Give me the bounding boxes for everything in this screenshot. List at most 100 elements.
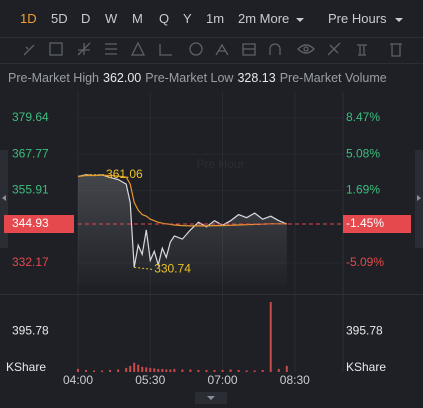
volume-bar: [157, 368, 160, 372]
stat-label: Pre-Market Low: [145, 71, 234, 85]
tab[interactable]: 1m: [206, 11, 225, 26]
marker-label: 330.74: [154, 262, 191, 276]
volume-bar: [133, 362, 136, 372]
y2-tick-label: 1.69%: [346, 183, 380, 197]
caret-icon: [395, 18, 403, 22]
volume-bar: [189, 369, 192, 372]
drawing-toolbar: [23, 41, 402, 57]
tool-icon[interactable]: [327, 42, 341, 56]
volume-bar: [141, 366, 144, 372]
tool-icon[interactable]: [77, 42, 91, 56]
tool-icon[interactable]: [269, 43, 281, 55]
volume-bar: [129, 365, 132, 372]
marker-leader: [134, 266, 153, 270]
tool-icon[interactable]: [357, 44, 367, 56]
tool-icon[interactable]: [390, 43, 402, 57]
watermark: Pre Hour: [196, 157, 244, 171]
tab[interactable]: W: [105, 11, 118, 26]
y-tick-label: 367.77: [12, 146, 49, 160]
volume-bar: [213, 369, 216, 372]
tab[interactable]: Q: [159, 11, 170, 26]
y-tick-label: 379.64: [12, 110, 49, 124]
volume-bar: [229, 369, 232, 372]
tool-icon[interactable]: [215, 43, 229, 56]
volume-bar: [277, 368, 280, 372]
price-area: [78, 174, 287, 285]
arrow-icon: [2, 195, 6, 201]
last-price-badge: [4, 215, 74, 234]
plot: Pre Hour 04:00 05:30 07:00 08:30 379.64 367.77…: [0, 92, 423, 387]
y2-tick-label: 5.08%: [346, 146, 380, 160]
volume-bar: [145, 367, 148, 372]
volume-bar: [221, 369, 224, 372]
tool-icon[interactable]: [242, 43, 256, 56]
volume-bar: [197, 369, 200, 372]
y2-tick-label: -5.09%: [346, 255, 384, 269]
volume-bar: [109, 369, 112, 372]
volume-bar: [237, 369, 240, 372]
volume-tick-label: 395.78: [346, 323, 383, 337]
stats-row: Pre-Market High 362.00 Pre-Market Low 328.1…: [8, 71, 387, 85]
volume-unit: KShare: [6, 360, 46, 374]
tool-icon[interactable]: [23, 44, 35, 56]
volume-bar: [85, 369, 88, 372]
price-line: [77, 174, 288, 268]
volume-bar: [285, 365, 288, 372]
stat-value: 362.00: [103, 71, 142, 85]
volume-bar: [169, 369, 172, 372]
volume-bar: [153, 368, 156, 372]
x-tick-label: 05:30: [135, 373, 165, 387]
caret-icon: [296, 18, 304, 22]
stat-label: Pre-Market Volume: [279, 71, 387, 85]
session-menu[interactable]: Pre Hours: [328, 11, 387, 26]
y-tick-label: 355.91: [12, 183, 49, 197]
volume-bar: [269, 302, 272, 372]
tab[interactable]: D: [81, 11, 91, 26]
volume-bar: [245, 370, 248, 372]
stat-label: Pre-Market High: [8, 71, 99, 85]
y-tick-label: 332.17: [12, 255, 49, 269]
tool-icon[interactable]: [159, 44, 172, 56]
tab[interactable]: 5D: [51, 11, 68, 26]
y2-tick-label: 8.47%: [346, 110, 380, 124]
marker-label: 361.06: [106, 167, 143, 181]
volume-bar: [93, 370, 96, 372]
volume-bar: [77, 368, 79, 372]
volume-tick-label: 395.78: [12, 323, 49, 337]
tool-icon[interactable]: [297, 44, 315, 54]
volume-bar: [205, 369, 208, 372]
tool-icon[interactable]: [189, 42, 203, 56]
tab[interactable]: M: [132, 11, 143, 26]
volume-bar: [117, 369, 120, 372]
timeframe-tabs: 1D 5D D W M Q Y 1m 2m More Pre Hours: [0, 0, 423, 38]
tool-icon[interactable]: [130, 41, 146, 56]
tool-icon[interactable]: [303, 46, 309, 52]
volume-bar: [137, 364, 140, 372]
tool-icon[interactable]: [105, 43, 117, 55]
arrow-icon: [417, 195, 421, 201]
x-tick-label: 07:00: [208, 373, 238, 387]
volume-bar: [161, 368, 164, 372]
caret-icon: [207, 396, 215, 400]
volume-bar: [261, 369, 264, 372]
tool-icon[interactable]: [49, 42, 63, 56]
volume-bar: [165, 369, 168, 372]
last-price-label: 344.93: [12, 216, 49, 230]
volume-bar: [173, 368, 176, 372]
volume-bar: [181, 369, 184, 372]
volume-unit: KShare: [346, 360, 386, 374]
volume-bar: [149, 367, 152, 372]
volume-bar: [101, 370, 104, 372]
change-badge: [343, 215, 411, 234]
average-line: [77, 174, 287, 227]
tab[interactable]: 1D: [20, 11, 37, 26]
tab[interactable]: Y: [183, 11, 192, 26]
x-tick-label: 08:30: [280, 373, 310, 387]
more-menu[interactable]: 2m More: [238, 11, 290, 26]
volume-bar: [253, 370, 256, 372]
x-tick-label: 04:00: [63, 373, 93, 387]
volume-bar: [125, 367, 128, 372]
stat-value: 328.13: [237, 71, 276, 85]
